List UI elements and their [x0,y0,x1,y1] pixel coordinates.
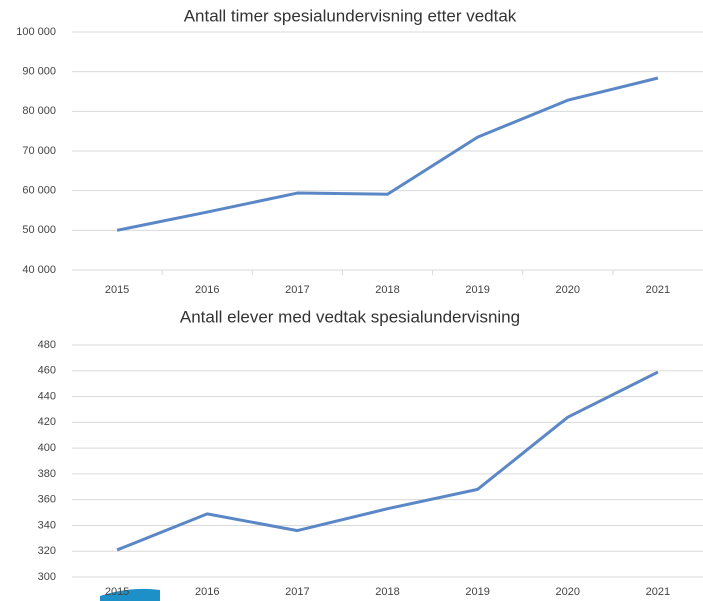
y-tick-label: 480 [38,339,56,351]
y-tick-label: 50 000 [22,224,56,236]
x-tick-label: 2019 [465,284,489,296]
y-tick-label: 320 [38,545,56,557]
chart-title: Antall timer spesialundervisning etter v… [184,6,517,25]
y-tick-label: 60 000 [22,185,56,197]
y-tick-label: 380 [38,468,56,480]
y-tick-label: 420 [38,416,56,428]
x-tick-label: 2017 [285,586,309,598]
y-tick-label: 70 000 [22,145,56,157]
x-tick-label: 2021 [646,586,670,598]
y-tick-label: 300 [38,571,56,583]
x-tick-label: 2018 [375,586,399,598]
y-tick-label: 40 000 [22,264,56,276]
data-line [116,370,659,552]
decoration [100,588,160,601]
y-tick-label: 360 [38,494,56,506]
x-tick-label: 2019 [465,586,489,598]
x-tick-label: 2015 [105,284,129,296]
y-tick-label: 100 000 [16,26,56,38]
data-line [116,76,659,232]
y-tick-label: 80 000 [22,105,56,117]
x-tick-label: 2017 [285,284,309,296]
chart-title: Antall elever med vedtak spesialundervis… [180,307,520,326]
x-tick-label: 2020 [556,284,580,296]
x-tick-label: 2016 [195,284,219,296]
y-tick-label: 400 [38,442,56,454]
y-tick-label: 340 [38,519,56,531]
x-tick-label: 2018 [375,284,399,296]
x-tick-label: 2020 [556,586,580,598]
y-tick-label: 460 [38,365,56,377]
x-tick-label: 2015 [105,586,129,598]
x-tick-label: 2021 [646,284,670,296]
y-tick-label: 440 [38,390,56,402]
y-tick-label: 90 000 [22,66,56,78]
x-tick-label: 2016 [195,586,219,598]
